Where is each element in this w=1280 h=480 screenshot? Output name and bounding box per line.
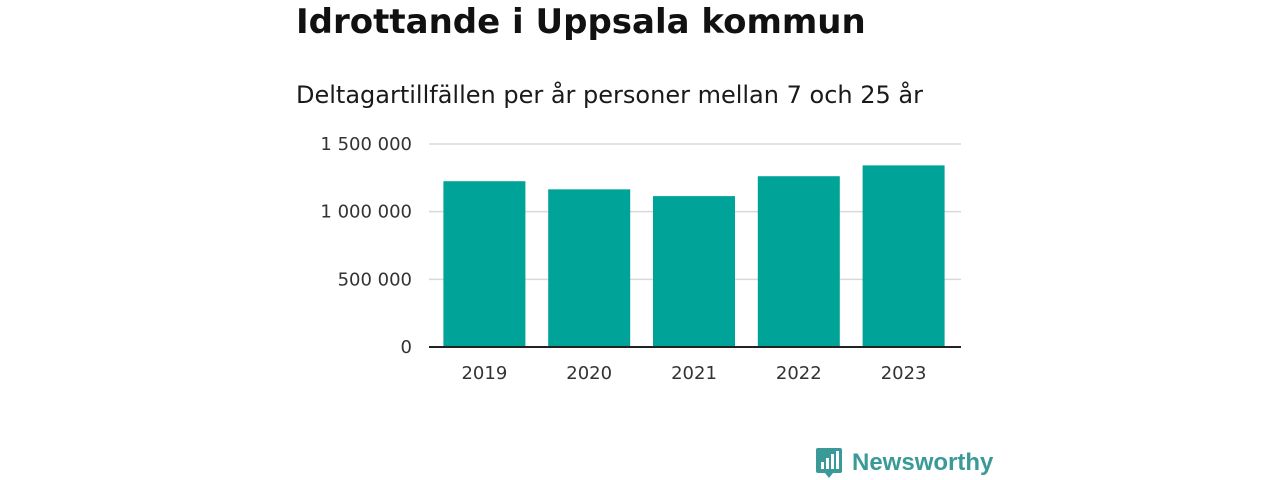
bar-2021: [653, 196, 735, 347]
bar-2023: [862, 165, 945, 347]
y-tick-label: 1 500 000: [320, 134, 412, 155]
newsworthy-logo-text: Newsworthy: [852, 449, 994, 476]
y-tick-label: 0: [401, 337, 412, 358]
newsworthy-logo: Newsworthy: [815, 446, 993, 480]
chart-subtitle: Deltagartillfällen per år personer mella…: [296, 81, 923, 109]
newsworthy-logo-icon: [816, 448, 842, 478]
x-tick-label: 2021: [671, 363, 717, 384]
x-tick-label: 2023: [881, 363, 927, 384]
x-tick-label: 2020: [566, 363, 612, 384]
bar-2022: [757, 176, 840, 347]
bar-2019: [443, 181, 526, 347]
bar-2020: [548, 189, 631, 347]
bars: [443, 165, 945, 347]
y-tick-label: 1 000 000: [320, 202, 412, 223]
tick-labels: 0 500 000 1 000 000 1 500 000 2019 2020 2021 20…: [320, 134, 926, 384]
x-tick-label: 2019: [461, 363, 507, 384]
y-tick-label: 500 000: [338, 269, 412, 290]
chart-title: Idrottande i Uppsala kommun: [296, 2, 866, 42]
x-tick-label: 2022: [776, 363, 822, 384]
